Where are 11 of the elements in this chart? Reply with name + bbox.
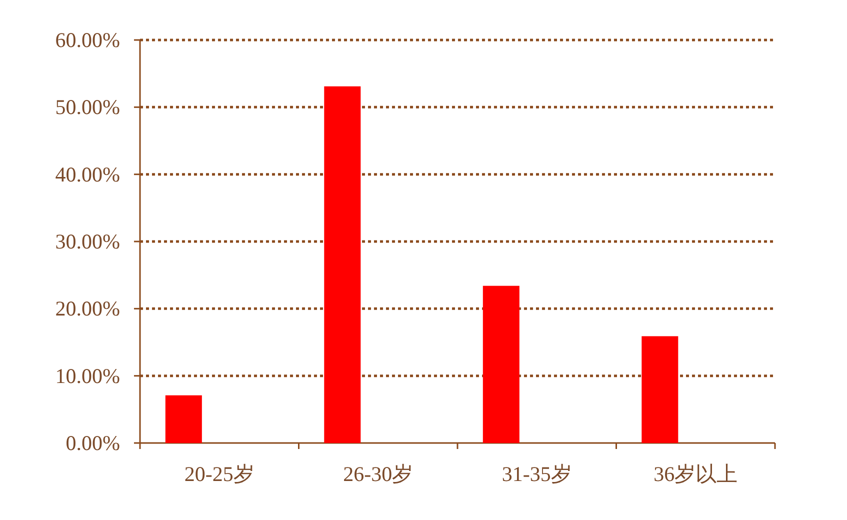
x-tick-label: 36岁以上 xyxy=(654,462,738,486)
y-tick-label: 0.00% xyxy=(66,431,120,455)
y-tick-label: 50.00% xyxy=(55,95,120,120)
x-tick-label: 31-35岁 xyxy=(502,462,572,486)
x-tick-label: 26-30岁 xyxy=(343,462,414,486)
y-tick-label: 40.00% xyxy=(55,162,120,186)
y-tick-label: 60.00% xyxy=(55,28,120,52)
y-tick-label: 10.00% xyxy=(55,364,120,388)
y-tick-label: 20.00% xyxy=(55,296,120,321)
x-tick-label: 20-25岁 xyxy=(184,462,254,486)
y-tick-label: 30.00% xyxy=(55,230,120,254)
